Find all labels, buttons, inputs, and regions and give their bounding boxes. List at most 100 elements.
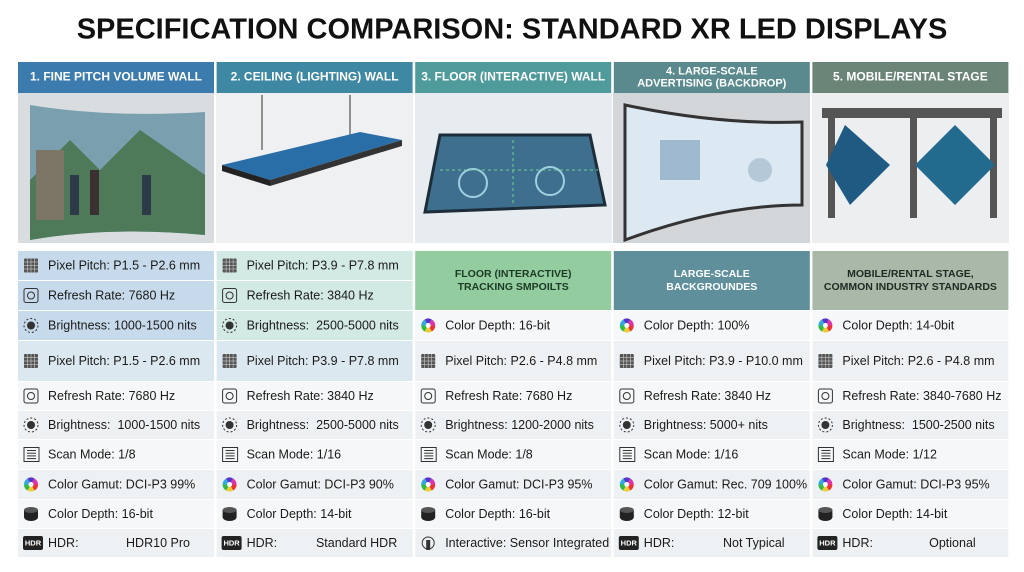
icon-shape [817,388,833,404]
spec-text: Color Depth: 14-0bit [842,318,954,332]
spec-row [216,411,413,439]
spec-text: Color Depth: 16-bit [445,507,550,521]
icon-shape [27,321,35,330]
spec-text: Color Depth: 14-bit [247,507,352,521]
column-header-text: 5. MOBILE/RENTAL STAGE [833,70,988,84]
row-icon [222,477,237,492]
row-icon [421,477,436,492]
icon-shape [426,540,431,550]
spec-text: Brightness: 1000-1500 nits [48,318,197,332]
icon-shape [225,321,234,330]
icon-shape [821,318,829,326]
spec-row [18,382,214,410]
spec-text: Pixel Pitch: P1.5 - P2.6 mm [48,258,200,272]
column-header [613,62,810,93]
row-icon [24,507,38,521]
spec-row [216,470,413,499]
icon-shape [23,447,40,462]
row-icon [420,388,436,404]
spec-row [812,440,1009,469]
icon-shape [424,484,432,492]
image-5 [812,93,1009,243]
banner-text: MOBILE/RENTAL STAGE, [847,268,974,280]
columns: 1. FINE PITCH VOLUME WALL Pixel Pitch: P1… [18,62,1009,557]
spec-row [415,411,612,439]
row-icon [24,258,38,273]
icon-shape [821,325,829,333]
spec-text: Interactive: Sensor Integrated [445,536,609,550]
spec-text: Refresh Rate: 3840 Hz [247,389,374,403]
icon-shape [818,507,833,513]
spec-row [613,311,810,340]
spec-text: Pixel Pitch: P2.6 - P4.8 mm [842,354,994,368]
spec-text: Color Depth: 14-bit [842,507,947,521]
hdr-badge-text: HDR [621,538,638,547]
icon-shape [424,421,433,429]
icon-shape [817,447,834,462]
hdr-badge [618,536,639,550]
icon-shape [619,417,635,433]
row-icon [421,354,436,368]
icon-shape [227,482,233,487]
row-icon [818,354,833,368]
spec-text: Scan Mode: 1/16 [644,447,739,461]
row-icon [817,417,833,433]
spec-text: Brightness: 2500-5000 nits [247,418,399,432]
row-icon [23,447,40,462]
icon-shape [23,417,39,433]
spec-row [812,411,1009,439]
spec-text: HDR: [842,536,873,550]
hdr-badge [23,536,43,550]
icon-shape [624,323,630,328]
spec-row [216,529,413,557]
spec-row [18,440,214,469]
icon-shape [818,510,833,517]
spec-text: Refresh Rate: 7680 Hz [48,389,175,403]
row-icon [818,507,833,521]
row-icon [222,447,239,462]
spec-text: Refresh Rate: 3840 Hz [247,288,374,302]
icon-shape [27,477,35,485]
spec-row [216,440,413,469]
icon-shape [623,318,631,326]
column-header [216,62,413,93]
icon-shape [222,507,237,513]
row-icon [222,354,237,368]
row-icon [23,417,39,433]
hdr-badge [817,536,838,550]
icon-shape [822,323,828,328]
spec-text: Color Gamut: DCI-P3 95% [842,477,989,491]
spec-row [415,440,612,469]
row-icon [619,354,634,368]
row-icon [24,477,38,492]
icon-shape [222,318,238,333]
row-icon [420,447,437,462]
banner-text: BACKGROUNDES [666,281,757,293]
spec-text: HDR: [48,536,79,550]
spec-row [812,500,1009,528]
spec-text: Scan Mode: 1/8 [48,447,136,461]
banner-text: FLOOR (INTERACTIVE) [455,268,572,280]
icon-shape [28,482,34,487]
spec-text: Color Depth: 12-bit [644,507,749,521]
spec-row [18,251,214,280]
icon-shape [421,510,436,517]
spec-row [812,382,1009,410]
column-header-text: 3. FLOOR (INTERACTIVE) WALL [421,70,605,84]
spec-text: Color Depth: 16-bit [445,318,550,332]
spec-row [18,341,214,381]
icon-shape [425,482,431,487]
spec-text: Color Depth: 100% [644,318,750,332]
spec-value: HDR10 Pro [126,536,190,550]
spec-row [216,311,413,340]
icon-shape [821,392,830,400]
spec-text: Pixel Pitch: P3.9 - P7.8 mm [247,354,399,368]
spec-text: Refresh Rate: 3840 Hz [644,389,771,403]
column-header-text: 1. FINE PITCH VOLUME WALL [30,70,202,84]
spec-text: Scan Mode: 1/16 [247,447,342,461]
spec-row [812,341,1009,381]
icon-shape [226,484,234,492]
spec-row [415,382,612,410]
banner [613,251,810,310]
icon-shape [619,388,635,404]
